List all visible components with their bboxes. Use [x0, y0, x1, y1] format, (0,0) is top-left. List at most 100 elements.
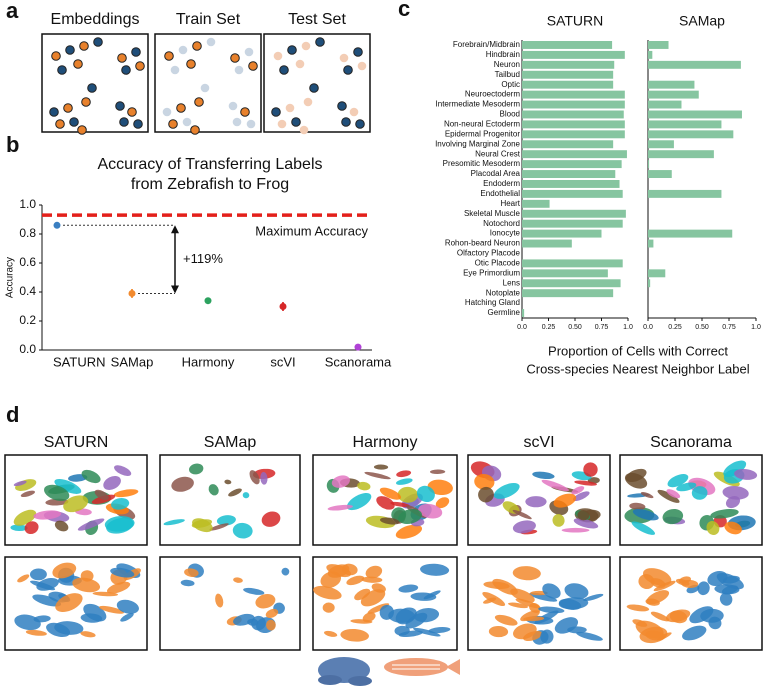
umap-cluster — [583, 462, 598, 477]
umap-cluster — [265, 608, 279, 618]
umap-cluster — [722, 485, 749, 500]
y-tick-label: Notochord — [483, 219, 520, 228]
cell-dot — [273, 51, 283, 61]
umap-cluster — [346, 493, 372, 511]
umap-cluster — [413, 608, 440, 623]
umap-cluster — [716, 572, 744, 590]
cell-dot — [271, 107, 281, 117]
umap-cluster — [624, 472, 648, 489]
cell-dot — [234, 65, 244, 75]
umap-cluster — [116, 599, 139, 614]
cell-dot — [200, 83, 210, 93]
umap-cluster — [474, 473, 495, 490]
umap-cluster — [340, 628, 369, 642]
cell-dot — [291, 117, 301, 127]
cell-dot — [228, 101, 238, 111]
umap-cluster — [571, 486, 585, 495]
chart-title: from Zebrafish to Frog — [131, 176, 289, 193]
box-title: Train Set — [176, 11, 241, 28]
umap-cluster — [512, 520, 536, 534]
umap-cluster — [81, 469, 101, 484]
y-tick-label: Intermediate Mesoderm — [436, 100, 521, 109]
bar — [522, 100, 625, 109]
umap-cluster — [576, 631, 603, 641]
bar — [648, 41, 669, 49]
umap-cluster — [538, 606, 565, 614]
y-tick-label: Rohon-beard Neuron — [445, 239, 520, 248]
umap-cluster — [80, 570, 94, 582]
umap-cluster — [260, 471, 268, 485]
umap-cluster — [361, 576, 383, 583]
bar — [522, 309, 525, 317]
point — [128, 289, 136, 297]
facet-title: SAMap — [679, 13, 725, 29]
embedding-box — [263, 33, 371, 133]
umap-cluster — [55, 593, 83, 613]
cell-dot — [119, 117, 129, 127]
y-tick-label: Optic — [501, 80, 520, 89]
umap-cluster — [396, 478, 413, 485]
embedding-box — [154, 33, 262, 133]
y-tick-label: Ionocyte — [490, 229, 521, 238]
bar — [648, 110, 742, 119]
cell-dot — [309, 83, 319, 93]
umap-cluster — [561, 527, 590, 533]
umap-cluster — [508, 602, 528, 609]
panel-label: a — [6, 0, 19, 23]
bar — [522, 60, 615, 69]
umap-cluster — [723, 460, 747, 477]
umap-cluster — [365, 565, 383, 579]
y-tick-label: Blood — [500, 110, 520, 119]
umap-cluster — [379, 487, 401, 500]
umap-cluster — [553, 493, 577, 508]
bar — [522, 239, 572, 248]
umap-cluster — [364, 471, 391, 480]
bar — [648, 239, 654, 248]
y-tick-label: Epidermal Progenitor — [445, 129, 520, 138]
cell-dot — [339, 53, 349, 63]
umap-cluster — [435, 497, 450, 509]
umap-cluster — [529, 603, 541, 613]
umap-cluster — [676, 482, 697, 492]
bar — [648, 160, 650, 169]
y-tick-label: Forebrain/Midbrain — [453, 40, 520, 49]
umap-cluster — [99, 605, 125, 614]
bar — [522, 259, 623, 268]
cell-dot — [57, 65, 67, 75]
bar — [522, 180, 620, 188]
column-title: Harmony — [353, 434, 418, 451]
arrow-head — [171, 285, 179, 294]
frog-leg — [318, 675, 342, 685]
umap-cluster — [430, 469, 446, 475]
umap-cluster — [44, 484, 70, 501]
umap-cluster — [558, 597, 589, 610]
y-tick-label: Heart — [500, 199, 520, 208]
x-tick-label: 0.0 — [517, 324, 527, 331]
cell-dot — [301, 41, 311, 51]
y-tick-label: Placodal Area — [471, 169, 521, 178]
umap-cluster — [224, 479, 232, 485]
umap-cluster — [540, 629, 554, 644]
umap-cluster — [180, 579, 195, 587]
x-tick-label: 1.0 — [751, 324, 761, 331]
umap-cluster — [33, 510, 62, 520]
x-tick-label: Scanorama — [325, 354, 392, 369]
bar — [522, 229, 602, 238]
x-tick-label: 0.25 — [542, 324, 556, 331]
umap-cluster — [360, 589, 386, 607]
umap-cluster — [10, 524, 28, 532]
umap-cluster — [706, 521, 720, 535]
umap-cluster — [36, 577, 59, 591]
umap-cluster — [708, 616, 722, 630]
umap-cluster — [734, 468, 758, 480]
bar — [648, 189, 722, 198]
cell-dot — [63, 103, 73, 113]
umap-cluster — [629, 502, 646, 510]
arrow-head — [171, 225, 179, 234]
umap-cluster — [13, 480, 27, 487]
umap-cluster — [662, 508, 684, 525]
umap-cluster — [215, 593, 224, 608]
box-title: Test Set — [288, 11, 346, 28]
cell-dot — [164, 51, 174, 61]
umap-cluster — [266, 619, 276, 631]
